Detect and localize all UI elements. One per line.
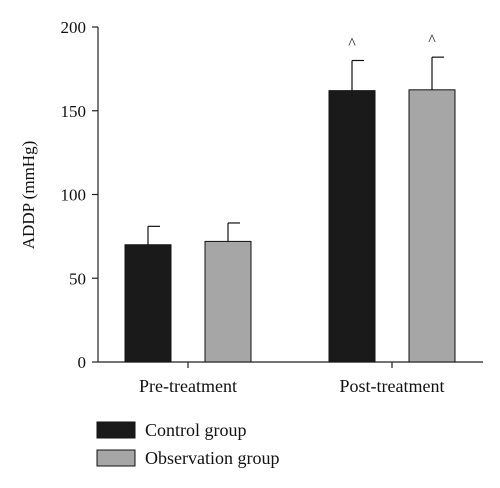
bar bbox=[124, 244, 172, 363]
y-tick-label: 100 bbox=[61, 186, 87, 205]
y-tick-label: 150 bbox=[61, 102, 87, 121]
y-axis: 0 50 100 150 200 bbox=[61, 18, 99, 372]
bars: ^ ^ bbox=[124, 32, 456, 363]
legend: Control group Observation group bbox=[96, 420, 279, 468]
y-tick-label: 200 bbox=[61, 18, 87, 37]
x-category-label: Post-treatment bbox=[340, 376, 445, 396]
bar bbox=[408, 89, 456, 363]
bar bbox=[328, 90, 376, 363]
y-tick-label: 0 bbox=[78, 353, 87, 372]
x-axis: Pre-treatment Post-treatment bbox=[98, 361, 483, 396]
significance-marker: ^ bbox=[348, 36, 356, 53]
legend-swatch bbox=[96, 449, 136, 467]
y-axis-label: ADDP (mmHg) bbox=[19, 141, 38, 249]
y-tick-label: 50 bbox=[69, 269, 86, 288]
x-category-label: Pre-treatment bbox=[139, 376, 237, 396]
bar bbox=[204, 240, 252, 363]
significance-marker: ^ bbox=[428, 32, 436, 49]
legend-swatch bbox=[96, 421, 136, 439]
legend-label: Observation group bbox=[145, 448, 279, 468]
legend-label: Control group bbox=[145, 420, 247, 440]
